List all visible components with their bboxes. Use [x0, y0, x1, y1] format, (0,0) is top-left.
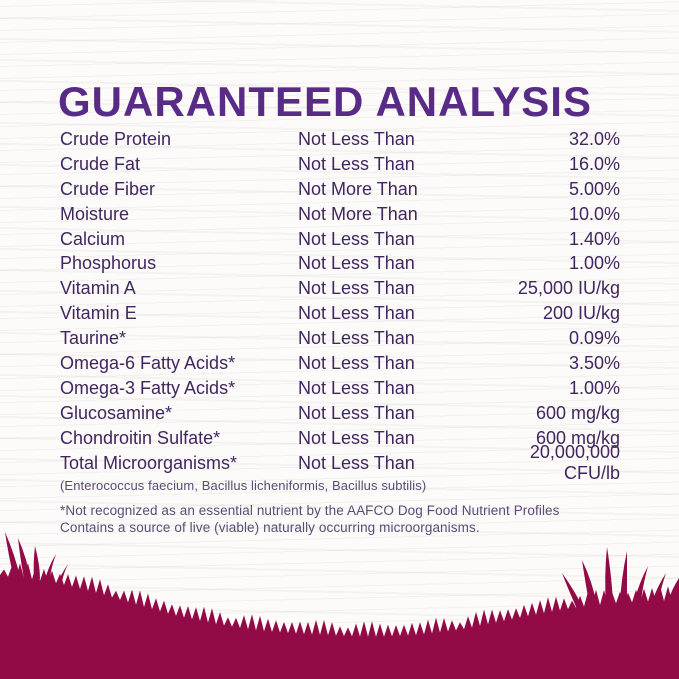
nutrient-value: 0.09% — [568, 328, 620, 349]
table-row: Omega-3 Fatty Acids* Not Less Than 1.00% — [60, 376, 620, 401]
grass-blades-left — [5, 532, 68, 585]
table-row: Crude Fat Not Less Than 16.0% — [60, 152, 620, 177]
qualifier-text: Not Less Than — [298, 228, 415, 249]
nutrient-value: 16.0% — [568, 153, 620, 174]
nutrient-value: 5.00% — [568, 178, 620, 199]
qualifier-text: Not Less Than — [298, 427, 415, 448]
qualifier-text: Not Less Than — [298, 328, 415, 349]
nutrient-name: Vitamin E — [60, 303, 137, 324]
nutrient-name: Crude Fiber — [60, 178, 156, 199]
qualifier-text: Not Less Than — [298, 253, 415, 274]
qualifier-text: Not Less Than — [298, 352, 415, 373]
grass-mound — [0, 563, 679, 679]
nutrient-name: Phosphorus — [60, 253, 157, 274]
footnote-line-2: Contains a source of live (viable) natur… — [60, 520, 480, 536]
microorganism-species-note: (Enterococcus faecium, Bacillus lichenif… — [60, 478, 427, 494]
nutrient-name: Glucosamine* — [60, 402, 173, 423]
qualifier-text: Not Less Than — [298, 452, 415, 473]
table-row: Crude Protein Not Less Than 32.0% — [60, 127, 620, 152]
footnote: *Not recognized as an essential nutrient… — [60, 502, 620, 536]
table-row: Moisture Not More Than 10.0% — [60, 202, 620, 227]
nutrient-value: 200 IU/kg — [542, 303, 620, 324]
qualifier-text: Not Less Than — [298, 128, 415, 149]
qualifier-text: Not More Than — [298, 203, 418, 224]
qualifier-text: Not Less Than — [298, 402, 415, 423]
table-row: Taurine* Not Less Than 0.09% — [60, 326, 620, 351]
nutrient-name: Chondroitin Sulfate* — [60, 427, 221, 448]
table-row: Omega-6 Fatty Acids* Not Less Than 3.50% — [60, 351, 620, 376]
nutrient-name: Omega-3 Fatty Acids* — [60, 377, 236, 398]
table-row: Chondroitin Sulfate* Not Less Than 600 m… — [60, 426, 620, 451]
table-row: Crude Fiber Not More Than 5.00% — [60, 177, 620, 202]
nutrient-name: Omega-6 Fatty Acids* — [60, 352, 236, 373]
nutrient-name: Calcium — [60, 228, 126, 249]
nutrient-value: 1.00% — [568, 253, 620, 274]
nutrient-name: Vitamin A — [60, 278, 136, 299]
table-row: Phosphorus Not Less Than 1.00% — [60, 251, 620, 276]
nutrient-value: 10.0% — [568, 203, 620, 224]
nutrient-name: Crude Fat — [60, 153, 141, 174]
nutrient-value: 600 mg/kg — [535, 402, 620, 423]
nutrient-name: Taurine* — [60, 328, 127, 349]
analysis-table: Crude Protein Not Less Than 32.0% Crude … — [60, 127, 620, 536]
nutrient-value: 20,000,000 CFU/lb — [529, 442, 620, 484]
qualifier-text: Not Less Than — [298, 303, 415, 324]
nutrient-value: 1.40% — [568, 228, 620, 249]
grass-blades-right — [562, 547, 679, 609]
nutrient-value: 25,000 IU/kg — [517, 278, 620, 299]
table-row: Glucosamine* Not Less Than 600 mg/kg — [60, 401, 620, 426]
nutrient-value: 3.50% — [568, 352, 620, 373]
nutrient-value: 1.00% — [568, 377, 620, 398]
qualifier-text: Not More Than — [298, 178, 418, 199]
table-row: Total Microorganisms* Not Less Than 20,0… — [60, 442, 620, 483]
nutrient-value: 600 mg/kg — [535, 427, 620, 448]
nutrient-name: Moisture — [60, 203, 130, 224]
nutrient-name: Crude Protein — [60, 128, 172, 149]
footnote-line-1: *Not recognized as an essential nutrient… — [60, 503, 560, 519]
table-row: Calcium Not Less Than 1.40% — [60, 227, 620, 252]
qualifier-text: Not Less Than — [298, 278, 415, 299]
table-row: Vitamin E Not Less Than 200 IU/kg — [60, 301, 620, 326]
nutrient-name: Total Microorganisms* — [60, 452, 238, 473]
grass-silhouette — [0, 532, 679, 679]
nutrient-value: 32.0% — [568, 128, 620, 149]
qualifier-text: Not Less Than — [298, 153, 415, 174]
qualifier-text: Not Less Than — [298, 377, 415, 398]
page-title: GUARANTEED ANALYSIS — [58, 78, 592, 126]
table-row: Vitamin A Not Less Than 25,000 IU/kg — [60, 276, 620, 301]
